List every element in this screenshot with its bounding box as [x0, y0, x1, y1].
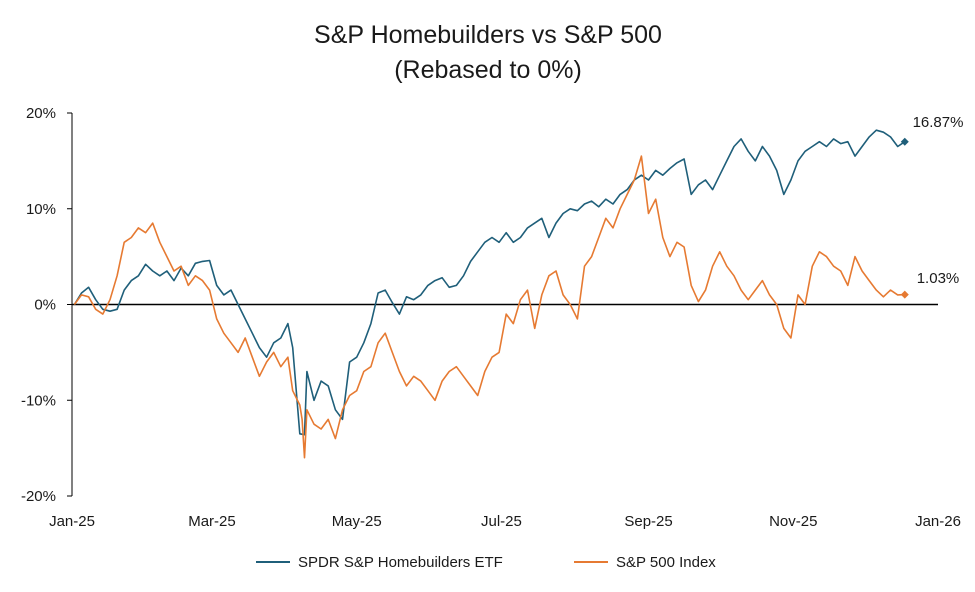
- y-tick-label: -10%: [21, 392, 56, 409]
- y-tick-label: 10%: [26, 201, 56, 218]
- chart-title: S&P Homebuilders vs S&P 500: [314, 21, 662, 49]
- series-line-sp500: [73, 155, 905, 459]
- series-end-label: 16.87%: [913, 114, 964, 131]
- y-tick-label: 20%: [26, 105, 56, 122]
- x-tick-label: Nov-25: [769, 513, 817, 530]
- x-axis-labels: Jan-25 Mar-25 May-25 Jul-25 Sep-25 Nov-25 Jan-…: [49, 513, 961, 530]
- legend-label: SPDR S&P Homebuilders ETF: [298, 554, 503, 571]
- series-end-marker: [900, 137, 909, 146]
- x-tick-label: Jan-25: [49, 513, 95, 530]
- chart-subtitle: (Rebased to 0%): [394, 56, 582, 84]
- x-tick-label: Sep-25: [624, 513, 672, 530]
- legend: SPDR S&P Homebuilders ETF S&P 500 Index: [256, 554, 716, 571]
- y-axis-labels: 20% 10% 0% -10% -20%: [21, 105, 56, 505]
- series-end-marker: [900, 290, 909, 299]
- series-end-label: 1.03%: [917, 270, 960, 287]
- y-tick-label: 0%: [34, 297, 56, 314]
- series-group: 16.87% 1.03%: [73, 114, 964, 459]
- legend-label: S&P 500 Index: [616, 554, 716, 571]
- x-tick-label: Mar-25: [188, 513, 236, 530]
- x-tick-label: May-25: [332, 513, 382, 530]
- series-line-homebuilders: [73, 129, 906, 436]
- y-tick-label: -20%: [21, 488, 56, 505]
- y-axis-ticks: [67, 112, 72, 497]
- x-tick-label: Jan-26: [915, 513, 961, 530]
- x-tick-label: Jul-25: [481, 513, 522, 530]
